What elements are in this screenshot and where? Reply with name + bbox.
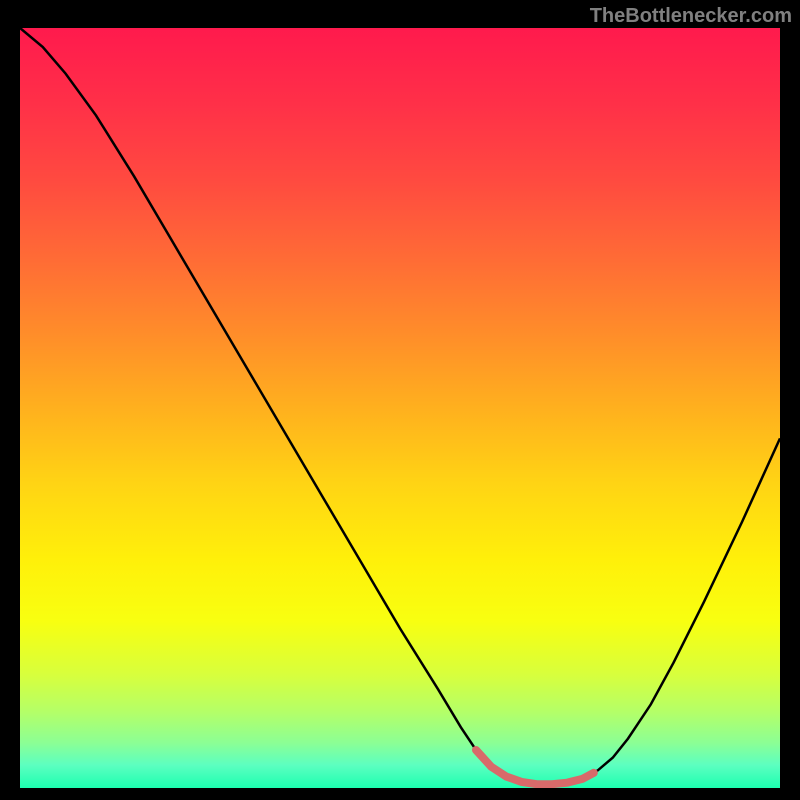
chart-container: TheBottlenecker.com [0, 0, 800, 800]
bottleneck-chart [20, 28, 780, 788]
watermark-text: TheBottlenecker.com [590, 5, 792, 28]
